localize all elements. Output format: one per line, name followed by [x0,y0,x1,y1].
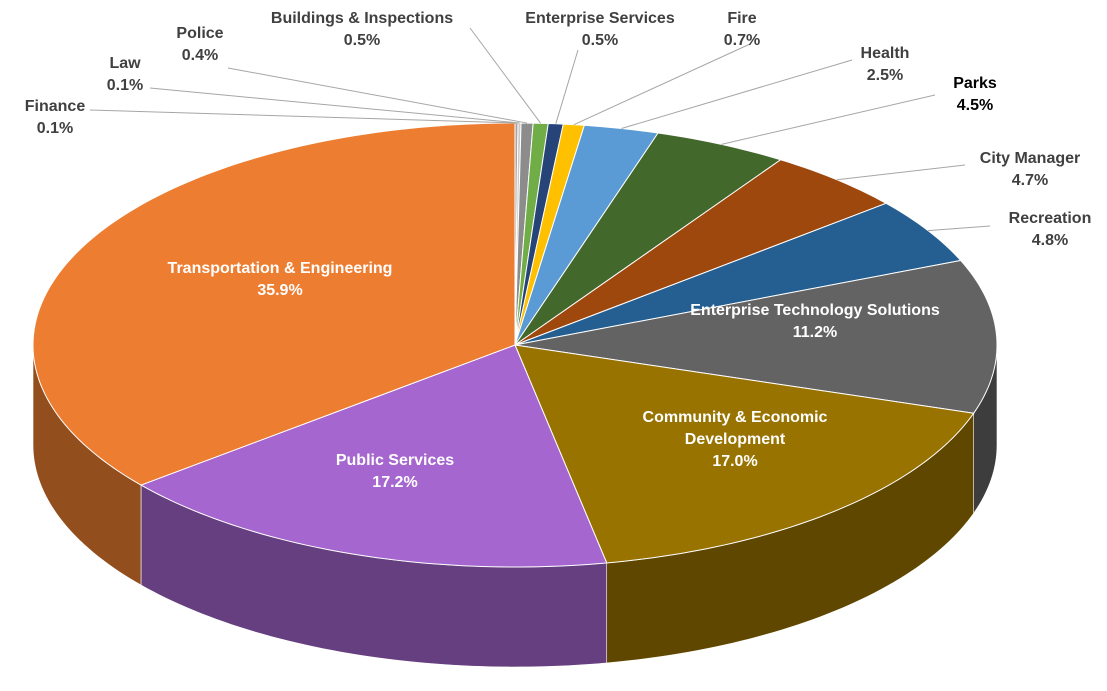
data-label: Transportation & Engineering 35.9% [168,258,393,302]
label-value: 0.4% [181,47,219,64]
label-value: 4.8% [1031,232,1069,249]
label-value: 11.2% [792,324,838,341]
label-name: Fire [727,10,757,27]
label-value: 0.5% [343,32,381,49]
leader-line [721,94,936,145]
label-value: 4.7% [1011,172,1049,189]
leader-line [149,87,520,124]
leader-line [621,59,853,129]
label-name: Public Services [335,452,455,469]
data-label: City Manager 4.7% [980,148,1080,192]
label-value: 17.2% [372,474,418,491]
label-value: 2.5% [866,67,904,84]
label-value: 0.1% [36,120,74,137]
label-value: 0.7% [723,32,761,49]
label-name: Community & Economic Development [642,409,828,448]
label-name: Law [109,55,141,72]
data-label: Health 2.5% [861,43,910,87]
slice [514,344,975,564]
leader-line [928,225,991,232]
data-label: Fire 0.7% [724,8,760,52]
data-label: Law 0.1% [107,53,143,97]
data-label: Public Services 17.2% [336,450,454,494]
label-name: City Manager [979,150,1081,167]
slice [139,344,608,568]
label-name: Enterprise Services [525,10,675,27]
label-name: Enterprise Technology Solutions [690,302,940,319]
data-label: Buildings & Inspections 0.5% [271,8,453,52]
slice [514,259,998,414]
label-name: Transportation & Engineering [167,260,393,277]
label-name: Parks [953,75,997,92]
data-label: Recreation 4.8% [1009,208,1092,252]
slice [514,202,962,346]
leader-line [89,109,517,124]
label-value: 35.9% [257,282,303,299]
data-label: Police 0.4% [176,23,223,67]
leader-line [836,164,966,181]
leader-line [469,27,542,124]
label-name: Buildings & Inspections [270,10,454,27]
label-value: 0.5% [581,32,619,49]
slice [514,159,888,346]
data-label: Finance 0.1% [25,96,85,140]
label-value: 17.0% [712,453,758,470]
label-value: 0.1% [106,77,144,94]
label-name: Finance [24,98,86,115]
label-name: Police [176,25,224,42]
data-label: Community & Economic Development 17.0% [610,407,860,473]
leader-line [227,67,528,124]
leader-line [573,43,751,126]
label-name: Health [860,45,910,62]
slice [32,122,516,486]
data-label: Parks 4.5% [953,73,997,117]
slice [514,132,782,346]
leader-line [555,49,579,124]
data-label: Enterprise Services 0.5% [525,8,674,52]
label-value: 4.5% [956,97,994,114]
label-name: Recreation [1008,210,1092,227]
data-label: Enterprise Technology Solutions 11.2% [690,300,940,344]
